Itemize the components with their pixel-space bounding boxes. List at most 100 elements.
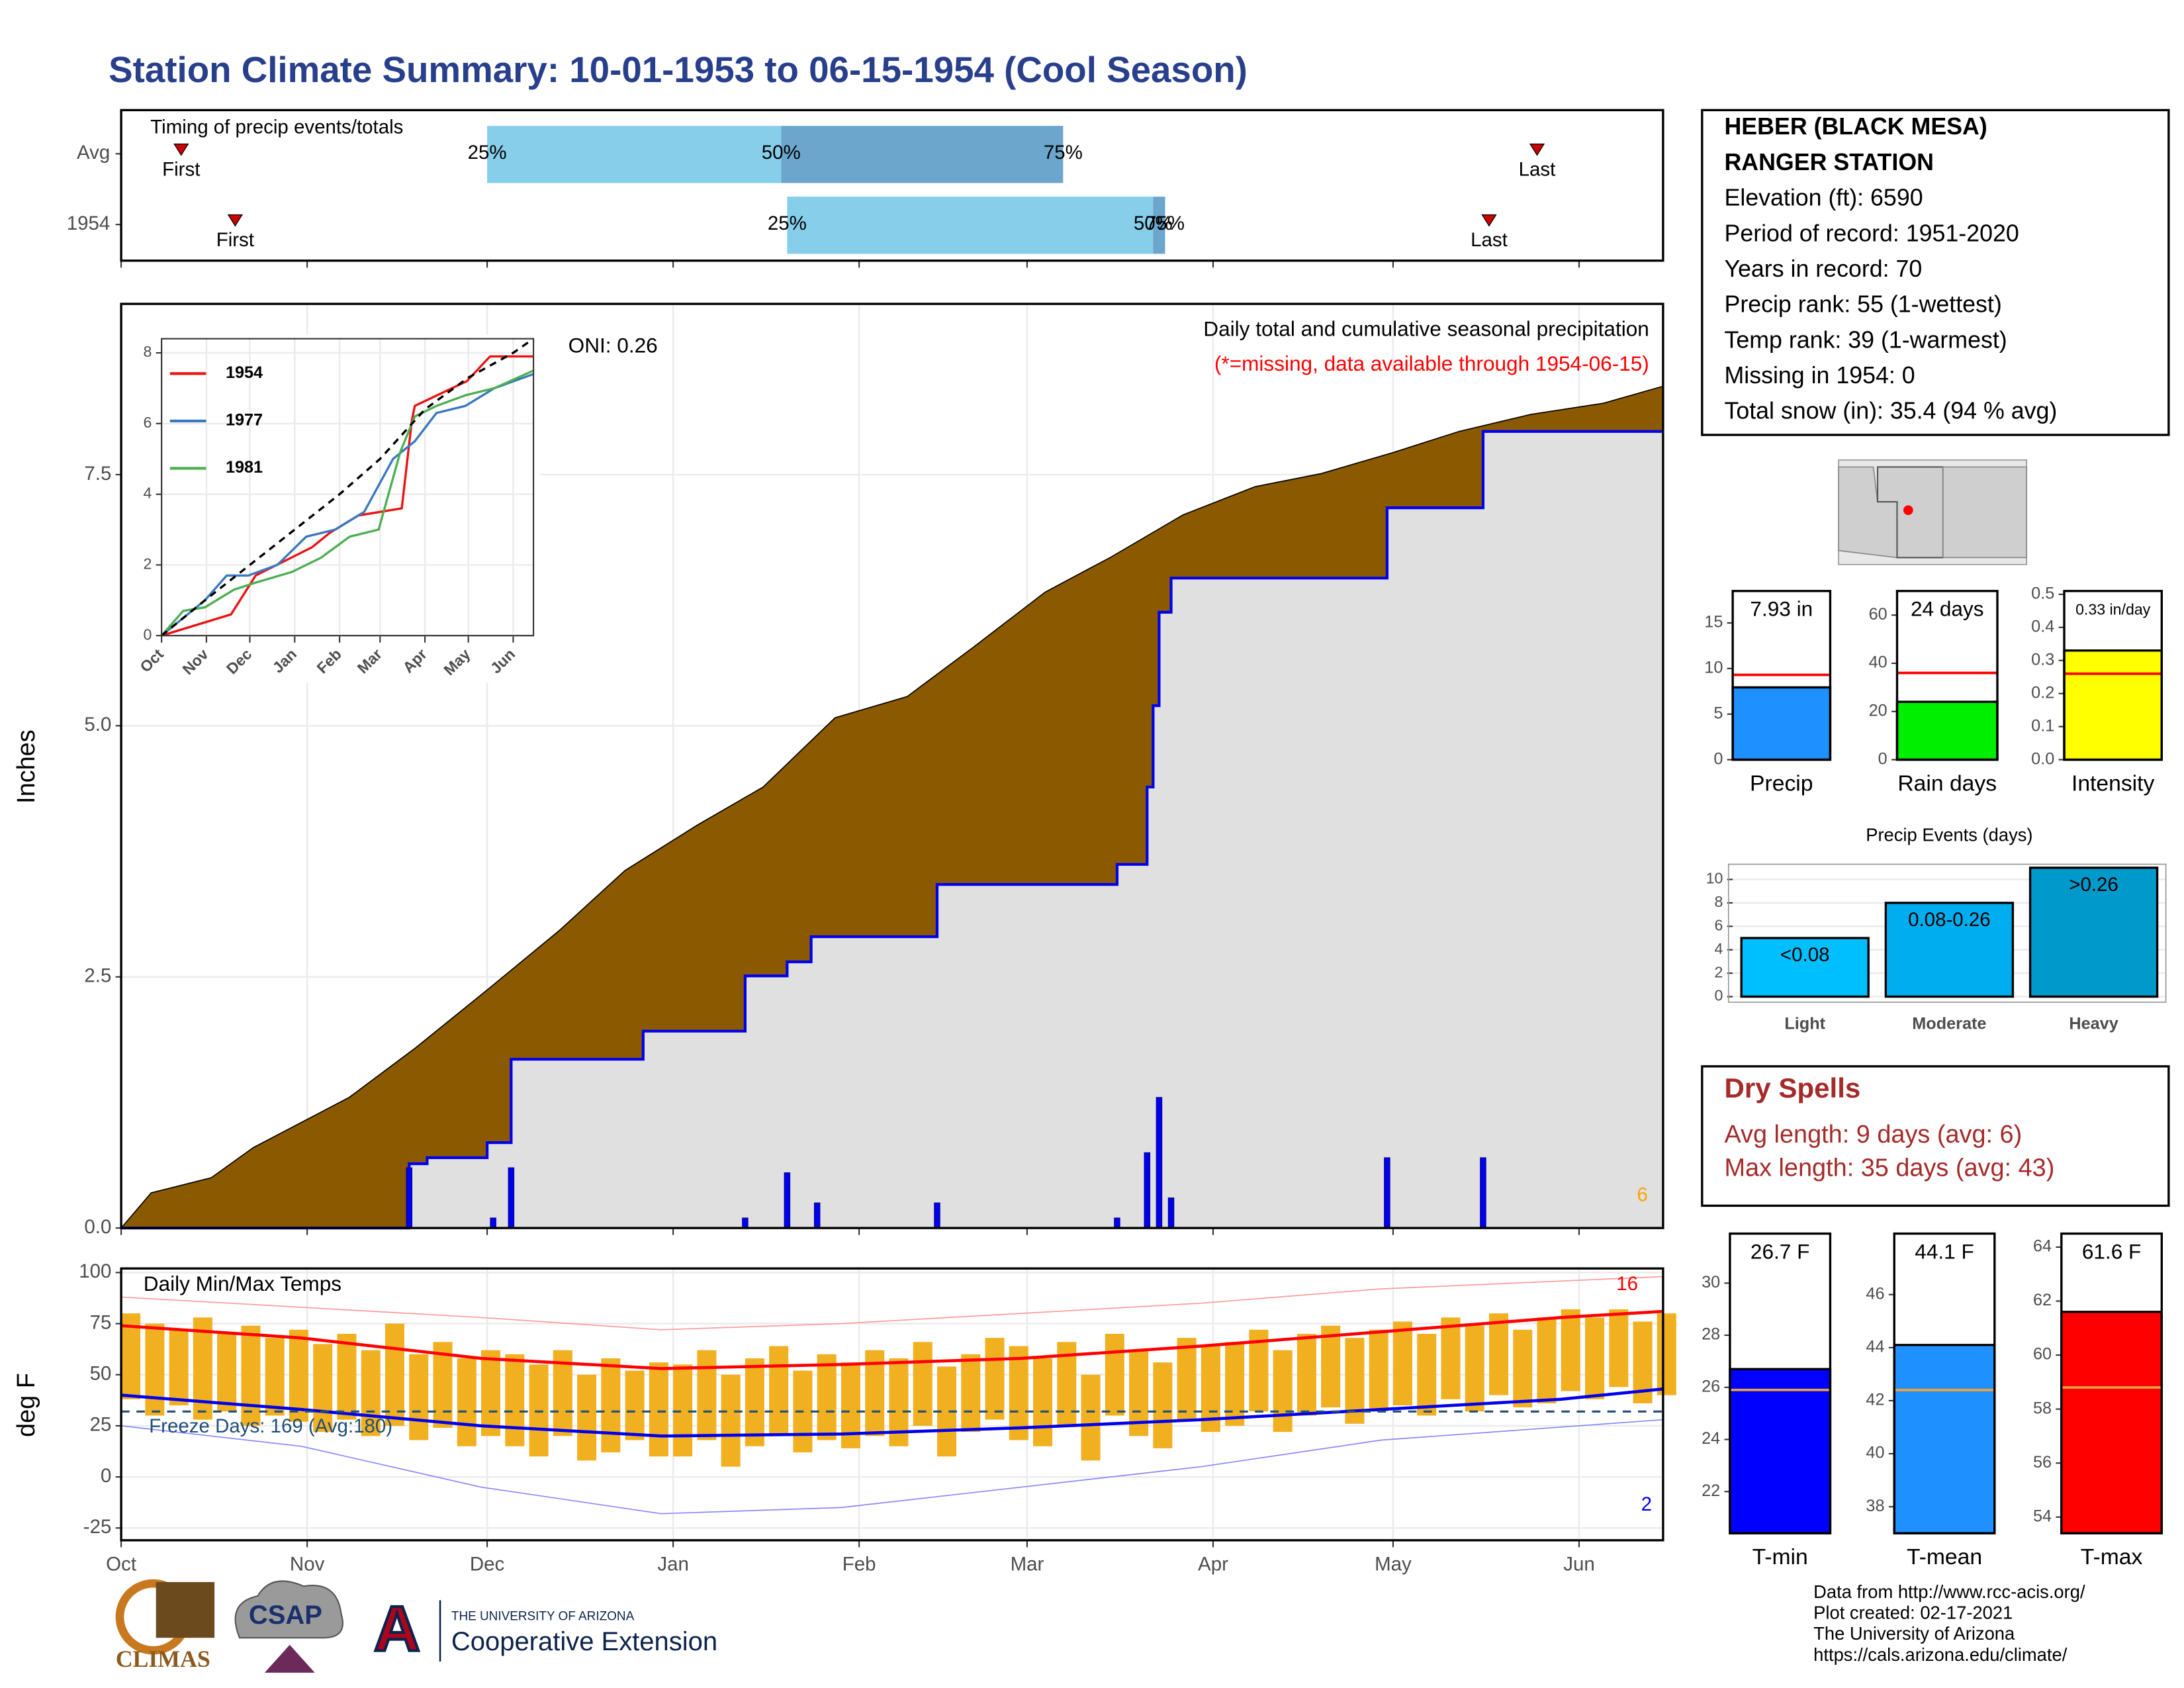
value-label: 24 days — [1911, 597, 1984, 621]
temp-range-bar — [769, 1346, 789, 1436]
temp-range-bar — [1441, 1317, 1461, 1399]
y-tick-label: 2 — [144, 555, 152, 573]
y-tick-label: 20 — [1869, 701, 1888, 720]
temp-range-bar — [1488, 1313, 1508, 1395]
y-tick-label: 0.0 — [2031, 749, 2054, 768]
cumulative-fill — [121, 431, 1663, 1229]
station-line: RANGER STATION — [1724, 149, 1934, 175]
temp-range-bar — [649, 1362, 668, 1457]
temp-range-bar — [457, 1358, 477, 1446]
y-tick-label: 75 — [90, 1311, 112, 1333]
category-label: Precip — [1750, 771, 1813, 796]
station-line: Years in record: 70 — [1724, 256, 1922, 282]
temp-range-bar — [1585, 1317, 1605, 1399]
event-marker — [227, 214, 244, 227]
dry-spells-box — [1701, 1065, 2170, 1207]
y-tick-label: 0 — [101, 1465, 111, 1487]
quartile-label: 25% — [468, 142, 507, 164]
high-count: 16 — [1616, 1273, 1638, 1295]
y-tick-label: 60 — [1869, 605, 1888, 624]
value-label: 26.7 F — [1751, 1239, 1809, 1263]
temp-range-bar — [1392, 1321, 1412, 1406]
inset-line — [161, 338, 535, 637]
y-tick-label: 60 — [2033, 1345, 2052, 1364]
csap-text: CSAP — [249, 1601, 322, 1630]
bar — [1731, 686, 1832, 761]
temp-range-bar — [1225, 1342, 1245, 1426]
x-tick-label: Dec — [470, 1553, 504, 1575]
temp-range-bar — [601, 1358, 621, 1453]
station-line: Elevation (ft): 6590 — [1724, 185, 1923, 211]
corner-count: 6 — [1637, 1184, 1647, 1205]
legend-label: 1954 — [226, 363, 263, 382]
y-tick-label: 5.0 — [84, 714, 111, 735]
daily-precip-bar — [406, 1167, 412, 1229]
temp-range-bar — [1369, 1329, 1388, 1412]
temp-range-bar — [409, 1354, 429, 1440]
temp-range-bar — [1297, 1333, 1316, 1416]
cumulative-line — [121, 430, 1663, 1230]
quartile-label: 25% — [768, 212, 807, 234]
bar-frame — [1731, 590, 1832, 761]
y-tick-label: 44 — [1866, 1337, 1884, 1356]
panel-frame — [120, 303, 1664, 1229]
temp-line — [121, 1419, 1663, 1515]
bar — [2060, 1311, 2163, 1534]
panel-frame — [120, 109, 1664, 262]
temp-range-bar — [289, 1329, 308, 1422]
page-title: Station Climate Summary: 10-01-1953 to 0… — [109, 49, 1248, 90]
y-tick-label: 0.5 — [2031, 584, 2054, 602]
category-label: Intensity — [2071, 771, 2155, 796]
bar — [1893, 1344, 1996, 1534]
temp-range-bar — [913, 1342, 933, 1426]
y-tick-label: 62 — [2033, 1291, 2052, 1309]
temp-range-bar — [1417, 1333, 1437, 1416]
category-label: Rain days — [1897, 771, 1997, 796]
y-tick-label: 58 — [2033, 1399, 2052, 1417]
bar-label: <0.08 — [1780, 944, 1830, 966]
y-tick-label: 0 — [1713, 749, 1723, 768]
category-label: T-mean — [1907, 1545, 1982, 1570]
legend-label: 1977 — [226, 411, 263, 430]
temp-range-bar — [1537, 1317, 1557, 1403]
event-marker — [1529, 143, 1545, 156]
inset-frame — [161, 338, 535, 637]
precip-subtitle: Daily total and cumulative seasonal prec… — [1203, 316, 1649, 340]
inset-line — [161, 373, 534, 637]
y-tick-label: 0.1 — [2031, 716, 2054, 735]
extension-text: Cooperative Extension — [451, 1627, 717, 1656]
temp-range-bar — [721, 1374, 741, 1467]
temp-range-bar — [985, 1338, 1005, 1420]
y-tick-label: 38 — [1866, 1497, 1884, 1515]
category-label: Heavy — [2069, 1014, 2118, 1033]
station-line: HEBER (BLACK MESA) — [1724, 113, 1987, 140]
csap-cloud — [234, 1580, 343, 1639]
y-tick-label: 28 — [1702, 1325, 1720, 1344]
temps-title: Daily Min/Max Temps — [144, 1272, 341, 1295]
inset-plot-background — [161, 338, 534, 636]
timeline-title: Timing of precip events/totals — [150, 117, 403, 138]
row-label: Avg — [77, 142, 110, 164]
temp-range-bar — [1609, 1309, 1629, 1387]
station-line: Total snow (in): 35.4 (94 % avg) — [1724, 398, 2057, 424]
y-tick-label: 8 — [1715, 893, 1723, 910]
y-tick-label: 24 — [1702, 1429, 1720, 1448]
station-location — [1903, 505, 1913, 516]
credit-line: The University of Arizona — [1813, 1623, 2015, 1644]
temp-range-bar — [217, 1333, 237, 1412]
low-count: 2 — [1641, 1493, 1652, 1515]
temp-range-bar — [505, 1354, 525, 1446]
map-state — [1942, 466, 2028, 559]
event-label: Last — [1519, 158, 1556, 180]
x-tick-label: Nov — [290, 1553, 325, 1575]
y-tick-label: 2 — [1715, 963, 1723, 980]
y-tick-label: 30 — [1702, 1273, 1720, 1291]
x-tick-label: Mar — [1011, 1553, 1044, 1575]
station-line: Missing in 1954: 0 — [1724, 362, 1915, 389]
y-tick-label: 0.0 — [84, 1216, 111, 1238]
x-tick-label: Feb — [842, 1553, 876, 1575]
y-tick-label: 10 — [1706, 870, 1723, 887]
temp-line — [121, 1276, 1663, 1331]
daily-precip-bar — [508, 1167, 515, 1229]
daily-precip-bar — [813, 1202, 821, 1229]
